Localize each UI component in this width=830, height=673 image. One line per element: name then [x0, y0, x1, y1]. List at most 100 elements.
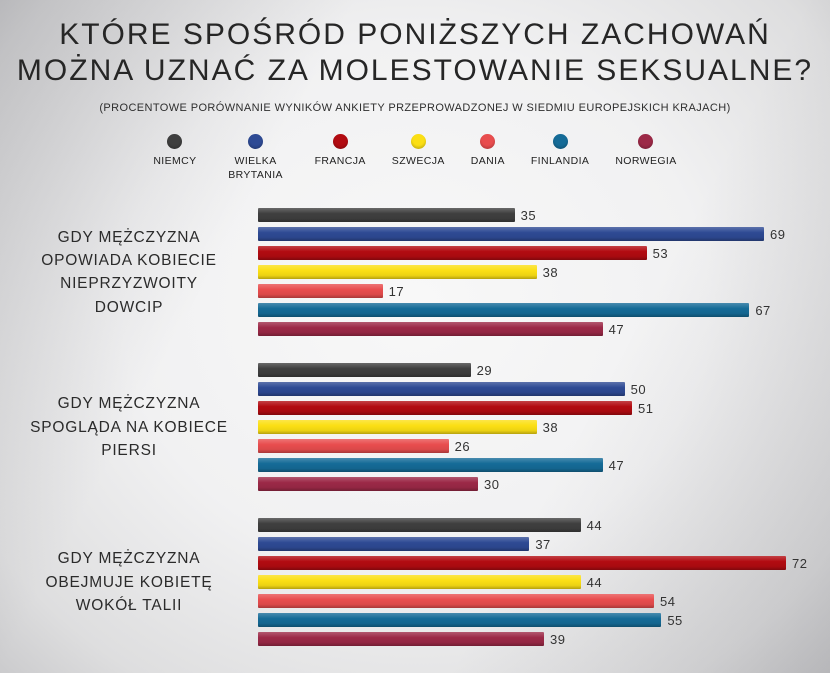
bar-row: 29 — [258, 362, 830, 378]
bar-row: 51 — [258, 400, 830, 416]
bar-niemcy — [258, 208, 515, 223]
legend-label: WIELKA BRYTANIA — [228, 155, 283, 181]
legend-label: FINLANDIA — [530, 155, 590, 167]
bar-value-label: 35 — [520, 207, 537, 223]
legend-item: NORWEGIA — [615, 134, 676, 169]
bar-niemcy — [258, 363, 471, 378]
bar-value-label: 38 — [542, 419, 559, 435]
bar-norwegia — [258, 477, 478, 492]
bar-row: 44 — [258, 574, 830, 590]
legend-color-dot — [410, 134, 426, 149]
bar-value-label: 37 — [535, 536, 551, 552]
legend-label: NORWEGIA — [615, 155, 677, 167]
bar-row: 44 — [258, 517, 830, 533]
bar-francja — [258, 401, 632, 416]
legend-color-dot — [480, 134, 496, 149]
bar-value-label: 38 — [542, 264, 559, 280]
bar-value-label: 17 — [388, 283, 405, 299]
legend-label: DANIA — [470, 155, 505, 167]
bar-francja — [258, 556, 786, 571]
bar-value-label: 72 — [792, 555, 808, 571]
bar-row: 50 — [258, 381, 830, 397]
bar-row: 47 — [258, 321, 830, 337]
bar-francja — [258, 246, 647, 261]
bar-value-label: 53 — [652, 245, 669, 261]
legend-color-dot — [167, 134, 183, 149]
legend-item: NIEMCY — [153, 134, 196, 169]
bar-row: 47 — [258, 457, 830, 473]
bar-szwecja — [258, 575, 581, 590]
legend-item: DANIA — [471, 134, 505, 169]
legend-item: WIELKA BRYTANIA — [223, 134, 289, 182]
bar-value-label: 44 — [586, 517, 603, 533]
bar-group: 29 50 51 38 26 47 30 — [258, 362, 830, 492]
legend-color-dot — [638, 134, 654, 149]
bar-row: 26 — [258, 438, 830, 454]
category-label: GDY MĘŻCZYZNA SPOGLĄDA NA KOBIECE PIERSI — [30, 395, 228, 459]
bar-wielka-brytania — [258, 537, 530, 552]
legend-item: SZWECJA — [392, 134, 445, 169]
bar-group: 44 37 72 44 54 55 39 — [258, 517, 830, 647]
bar-row: 37 — [258, 536, 830, 552]
bar-row: 67 — [258, 302, 830, 318]
bar-dania — [258, 284, 383, 299]
bar-value-label: 26 — [454, 438, 471, 454]
bar-row: 38 — [258, 264, 830, 280]
bar-row: 69 — [258, 226, 830, 242]
chart-group: GDY MĘŻCZYZNA OPOWIADA KOBIECIE NIEPRZYZ… — [0, 207, 830, 337]
chart-subtitle: (PROCENTOWE PORÓWNANIE WYNIKÓW ANKIETY P… — [99, 102, 731, 114]
chart-group: GDY MĘŻCZYZNA OBEJMUJE KOBIETĘ WOKÓŁ TAL… — [0, 517, 830, 647]
legend-label: SZWECJA — [391, 155, 445, 167]
chart-legend: NIEMCY WIELKA BRYTANIA FRANCJA SZWECJA DANIA… — [0, 134, 830, 182]
legend-color-dot — [552, 134, 568, 149]
bar-norwegia — [258, 632, 544, 647]
title-line-2: MOŻNA UZNAĆ ZA MOLESTOWANIE SEKSUALNE? — [16, 54, 814, 87]
category-label: GDY MĘŻCZYZNA OPOWIADA KOBIECIE NIEPRZYZ… — [41, 228, 217, 316]
bar-value-label: 47 — [608, 457, 625, 473]
bar-value-label: 54 — [660, 593, 676, 609]
bar-dania — [258, 594, 654, 609]
bar-value-label: 50 — [630, 381, 647, 397]
grouped-bar-chart: GDY MĘŻCZYZNA OPOWIADA KOBIECIE NIEPRZYZ… — [0, 207, 830, 647]
bar-value-label: 47 — [608, 321, 625, 337]
bar-szwecja — [258, 265, 537, 280]
bar-dania — [258, 439, 449, 454]
bar-row: 35 — [258, 207, 830, 223]
bar-norwegia — [258, 322, 603, 337]
bar-wielka-brytania — [258, 382, 625, 397]
legend-item: FRANCJA — [315, 134, 366, 169]
bar-finlandia — [258, 303, 750, 318]
legend-color-dot — [248, 134, 264, 149]
bar-row: 30 — [258, 476, 830, 492]
legend-color-dot — [332, 134, 348, 149]
bar-finlandia — [258, 613, 662, 628]
bar-row: 38 — [258, 419, 830, 435]
category-label: GDY MĘŻCZYZNA OBEJMUJE KOBIETĘ WOKÓŁ TAL… — [45, 550, 213, 614]
bar-value-label: 51 — [638, 400, 654, 416]
bar-group: 35 69 53 38 17 67 47 — [258, 207, 830, 337]
bar-row: 53 — [258, 245, 830, 261]
page-title: KTÓRE SPOŚRÓD PONIŻSZYCH ZACHOWAŃ MOŻNA … — [0, 0, 830, 89]
bar-row: 55 — [258, 612, 830, 628]
bar-value-label: 29 — [476, 362, 493, 378]
title-line-1: KTÓRE SPOŚRÓD PONIŻSZYCH ZACHOWAŃ — [59, 18, 771, 51]
bar-niemcy — [258, 518, 581, 533]
bar-szwecja — [258, 420, 537, 435]
bar-value-label: 69 — [770, 226, 786, 242]
legend-item: FINLANDIA — [531, 134, 589, 169]
legend-label: NIEMCY — [153, 155, 197, 167]
bar-row: 72 — [258, 555, 830, 571]
bar-value-label: 67 — [755, 302, 771, 318]
bar-row: 54 — [258, 593, 830, 609]
bar-value-label: 30 — [484, 476, 500, 492]
bar-value-label: 44 — [586, 574, 603, 590]
bar-value-label: 55 — [667, 612, 683, 628]
chart-group: GDY MĘŻCZYZNA SPOGLĄDA NA KOBIECE PIERSI… — [0, 362, 830, 492]
bar-finlandia — [258, 458, 603, 473]
bar-value-label: 39 — [550, 631, 566, 647]
bar-row: 39 — [258, 631, 830, 647]
bar-wielka-brytania — [258, 227, 764, 242]
bar-row: 17 — [258, 283, 830, 299]
legend-label: FRANCJA — [314, 155, 366, 167]
